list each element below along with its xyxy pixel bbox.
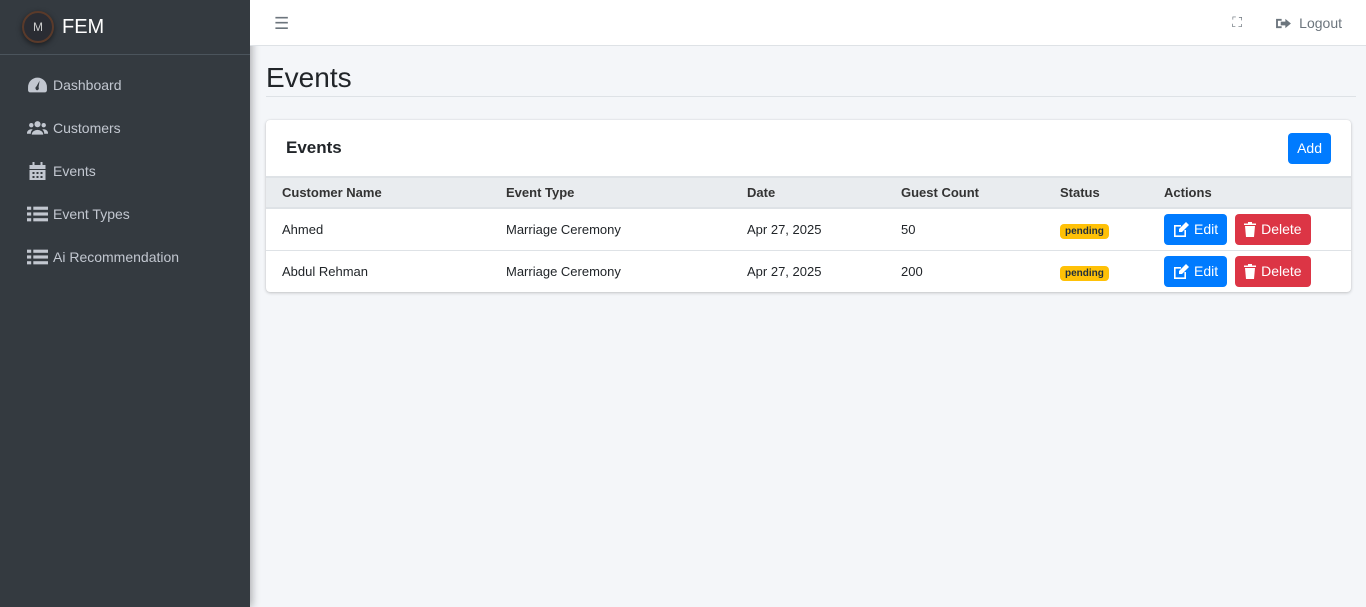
list-icon xyxy=(27,206,48,221)
status-badge: pending xyxy=(1060,265,1109,281)
delete-label: Delete xyxy=(1261,263,1302,280)
sidebar-item-dashboard[interactable]: Dashboard xyxy=(0,63,250,106)
list-icon xyxy=(27,249,48,264)
customer-name: Ahmed xyxy=(266,208,490,251)
edit-icon xyxy=(1174,221,1189,237)
sidebar-item-label: Customers xyxy=(53,119,121,136)
edit-label: Edit xyxy=(1194,263,1219,280)
column-header: Status xyxy=(1044,176,1148,209)
delete-label: Delete xyxy=(1261,221,1302,238)
sidebar-item-event-types[interactable]: Event Types xyxy=(0,192,250,235)
logout-button[interactable]: Logout xyxy=(1276,15,1342,31)
logout-label: Logout xyxy=(1299,15,1342,31)
table-row: Ahmed Marriage Ceremony Apr 27, 2025 50 … xyxy=(266,208,1351,251)
event-date: Apr 27, 2025 xyxy=(747,263,822,279)
calendar-icon xyxy=(29,161,46,180)
trash-icon xyxy=(1244,221,1257,237)
sign-out-icon xyxy=(1276,18,1292,28)
fullscreen-icon[interactable]: ⛶ xyxy=(1232,14,1242,30)
column-header: Event Type xyxy=(490,176,731,209)
sidebar: M FEM Dashboard Customers Events Event T… xyxy=(0,0,250,607)
edit-icon xyxy=(1174,263,1189,279)
delete-button[interactable]: Delete xyxy=(1235,255,1311,287)
status-badge: pending xyxy=(1060,223,1109,239)
delete-button[interactable]: Delete xyxy=(1235,213,1311,245)
event-type: Marriage Ceremony xyxy=(490,208,731,251)
events-card: Events Add Customer Name Event Type Date… xyxy=(266,120,1351,292)
brand-name: FEM xyxy=(62,15,105,38)
events-table: Customer Name Event Type Date Guest Coun… xyxy=(266,176,1351,292)
edit-button[interactable]: Edit xyxy=(1164,213,1228,245)
card-title: Events xyxy=(286,138,342,157)
sidebar-item-label: Event Types xyxy=(53,205,130,222)
users-icon xyxy=(27,120,48,135)
guest-count: 200 xyxy=(901,263,923,279)
sidebar-item-events[interactable]: Events xyxy=(0,149,250,192)
column-header: Actions xyxy=(1148,176,1351,209)
brand-link[interactable]: M FEM xyxy=(0,0,250,55)
customer-name: Abdul Rehman xyxy=(282,263,368,279)
edit-label: Edit xyxy=(1194,221,1219,238)
menu-toggle-icon[interactable]: ☰ xyxy=(274,14,290,33)
event-type: Marriage Ceremony xyxy=(506,263,621,279)
sidebar-item-label: Dashboard xyxy=(53,76,122,93)
add-event-button[interactable]: Add xyxy=(1288,132,1331,164)
edit-button[interactable]: Edit xyxy=(1164,255,1228,287)
top-navbar: ☰ ⛶ Logout xyxy=(250,0,1366,46)
sidebar-item-label: Ai Recommendation xyxy=(53,248,180,265)
event-date: Apr 27, 2025 xyxy=(731,208,885,251)
sidebar-item-ai-recommendation[interactable]: Ai Recommendation xyxy=(0,235,250,278)
divider xyxy=(266,96,1356,97)
table-row: Abdul Rehman Marriage Ceremony Apr 27, 2… xyxy=(266,250,1351,292)
column-header: Customer Name xyxy=(266,176,490,209)
guest-count: 50 xyxy=(885,208,1044,251)
column-header: Date xyxy=(731,176,885,209)
sidebar-item-customers[interactable]: Customers xyxy=(0,106,250,149)
column-header: Guest Count xyxy=(885,176,1044,209)
trash-icon xyxy=(1244,263,1257,279)
brand-logo: M xyxy=(22,11,54,43)
tachometer-icon xyxy=(28,77,47,92)
sidebar-item-label: Events xyxy=(53,162,96,179)
page-title: Events xyxy=(266,62,352,93)
